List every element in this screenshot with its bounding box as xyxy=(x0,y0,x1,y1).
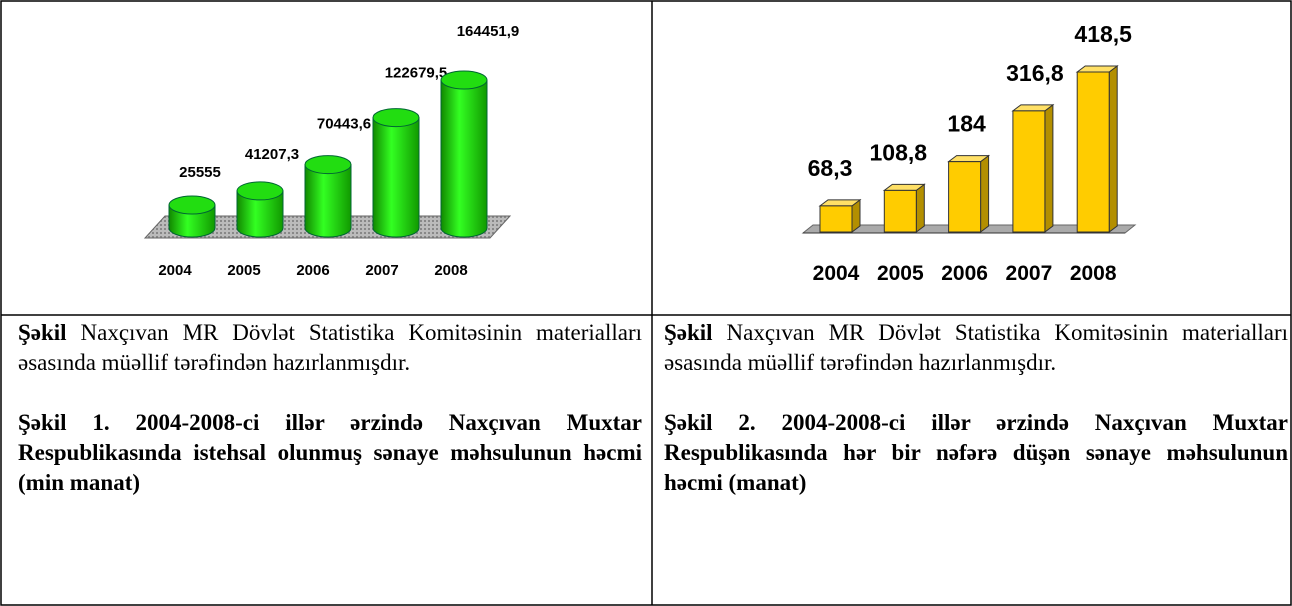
cylinder xyxy=(304,155,352,238)
x-tick-label: 2006 xyxy=(296,262,329,279)
x-tick-label: 2004 xyxy=(158,262,192,279)
bar-top xyxy=(882,183,926,191)
value-label: 122679,5 xyxy=(385,65,448,82)
x-tick-label: 2007 xyxy=(1006,262,1053,285)
source-note: Şəkil Naxçıvan MR Dövlət Statistika Komi… xyxy=(664,318,1288,378)
bar-side xyxy=(1044,103,1054,233)
label: Şəkil xyxy=(18,320,67,345)
bar xyxy=(1011,103,1055,233)
cylinder-body xyxy=(304,164,352,238)
cylinder xyxy=(440,70,488,238)
figure-title: Şəkil 2. 2004-2008-ci illər ərzində Naxç… xyxy=(664,408,1288,498)
x-tick-label: 2005 xyxy=(227,262,260,279)
value-label: 316,8 xyxy=(1006,60,1064,86)
bar-front xyxy=(883,189,917,233)
bar xyxy=(1075,65,1119,233)
cylinder-body xyxy=(372,117,420,238)
value-label: 184 xyxy=(947,111,986,137)
value-label: 68,3 xyxy=(808,155,853,181)
cylinder xyxy=(372,108,420,238)
x-tick-label: 2007 xyxy=(365,262,398,279)
source-note: Şəkil Naxçıvan MR Dövlət Statistika Komi… xyxy=(18,318,642,378)
cylinder-body xyxy=(440,79,488,238)
bar-top xyxy=(818,199,862,207)
text: Naxçıvan MR Dövlət Statistika Komitəsini… xyxy=(664,320,1289,375)
bar-side xyxy=(980,154,990,233)
cylinder xyxy=(236,181,284,238)
bar-front xyxy=(1012,110,1046,233)
value-label: 164451,9 xyxy=(457,23,520,40)
value-label: 108,8 xyxy=(870,139,928,165)
x-tick-label: 2008 xyxy=(434,262,467,279)
x-tick-label: 2006 xyxy=(941,262,988,285)
bar-side xyxy=(1108,65,1118,233)
value-label: 70443,6 xyxy=(317,116,371,133)
bar-front xyxy=(819,205,853,233)
caption: Şəkil Naxçıvan MR Dövlət Statistika Komi… xyxy=(18,318,642,528)
cylinder xyxy=(168,195,216,238)
value-label: 25555 xyxy=(179,164,221,181)
title: Şəkil 1. 2004-2008-ci illər ərzində Naxç… xyxy=(18,410,642,495)
figure-title: Şəkil 1. 2004-2008-ci illər ərzində Naxç… xyxy=(18,408,642,498)
bar-front xyxy=(1076,71,1110,233)
text: Naxçıvan MR Dövlət Statistika Komitəsini… xyxy=(18,320,643,375)
bar-side xyxy=(915,183,925,233)
x-tick-label: 2004 xyxy=(813,262,860,285)
value-label: 41207,3 xyxy=(245,146,299,163)
value-label: 418,5 xyxy=(1074,21,1132,47)
x-tick-label: 2008 xyxy=(1070,262,1117,285)
label: Şəkil xyxy=(664,320,713,345)
bar xyxy=(818,198,862,233)
x-tick-label: 2005 xyxy=(877,262,924,285)
caption: Şəkil Naxçıvan MR Dövlət Statistika Komi… xyxy=(664,318,1288,528)
cylinder-top xyxy=(304,155,352,175)
bar-top xyxy=(947,155,991,163)
bar-front xyxy=(948,161,982,233)
bar xyxy=(882,183,926,233)
cylinder-top xyxy=(372,108,420,128)
cylinder-top xyxy=(236,181,284,201)
cylinder-top xyxy=(168,195,216,215)
cylinder-top xyxy=(440,70,488,90)
cylinder-body xyxy=(236,190,284,238)
title: Şəkil 2. 2004-2008-ci illər ərzində Naxç… xyxy=(664,410,1288,495)
bar-top xyxy=(1075,65,1119,73)
bar-top xyxy=(1011,104,1055,112)
bar xyxy=(947,154,991,233)
